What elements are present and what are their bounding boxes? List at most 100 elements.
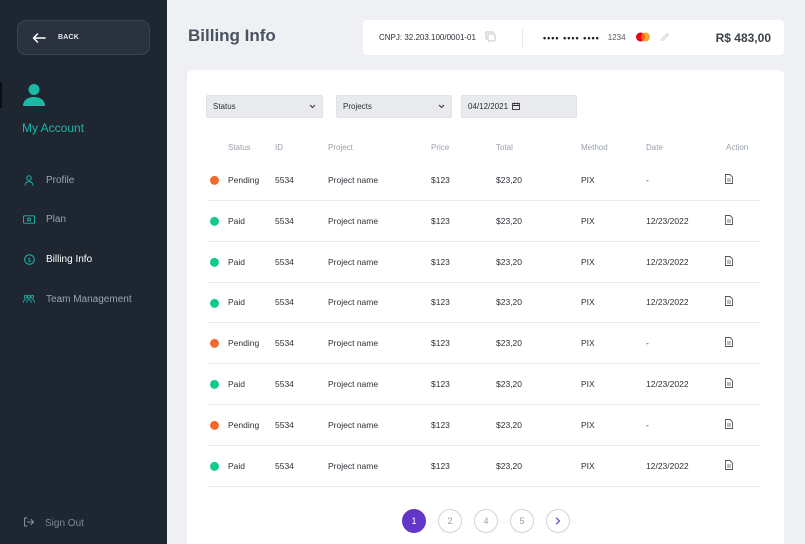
method-cell: PIX [581, 379, 595, 389]
status-dot-icon [210, 420, 219, 430]
status-label: Paid [228, 215, 246, 226]
price-cell: $123 [431, 460, 450, 471]
column-header: Date [646, 143, 663, 152]
total-cell: $23,20 [496, 256, 522, 267]
status-label: Pending [228, 338, 260, 349]
document-icon[interactable] [725, 174, 733, 186]
id-cell: 5534 [275, 419, 294, 430]
card-mask: •••• •••• •••• [542, 32, 600, 43]
document-icon[interactable] [725, 296, 733, 308]
price-cell: $123 [431, 175, 450, 185]
sidebar-nav: Profile Plan $ Billing Info Team Managem… [0, 170, 167, 329]
sidebar-item-label: Billing Info [46, 254, 93, 266]
status-cell: Paid [210, 297, 245, 308]
page-button[interactable]: 5 [510, 509, 534, 533]
document-icon[interactable] [725, 459, 733, 472]
projects-filter-select[interactable]: Projects [336, 95, 452, 118]
mastercard-icon [635, 29, 651, 47]
divider [521, 28, 523, 47]
id-cell: 5534 [275, 175, 294, 185]
status-dot-icon [210, 380, 219, 390]
document-icon[interactable] [725, 418, 733, 431]
sidebar-item-profile[interactable]: Profile [0, 170, 167, 190]
document-icon[interactable] [725, 378, 733, 390]
status-cell: Paid [210, 216, 245, 226]
method-cell: PIX [581, 256, 595, 267]
next-page-button[interactable] [546, 509, 570, 533]
date-filter-input[interactable]: 04/12/2021 [461, 95, 577, 118]
method-cell: PIX [581, 460, 595, 471]
total-cell: $23,20 [496, 297, 522, 308]
cnpj-text: CNPJ: 32.203.100/0001-01 [379, 33, 476, 42]
total-cell: $23,20 [496, 379, 522, 389]
status-label: Paid [228, 256, 246, 267]
project-cell: Project name [328, 379, 379, 389]
total-cell: $23,20 [496, 338, 522, 349]
status-dot-icon [210, 339, 219, 349]
method-cell: PIX [581, 297, 595, 308]
chevron-down-icon [438, 102, 445, 111]
table-header: Status ID Project Price Total Method Dat… [187, 143, 784, 155]
sign-out-label: Sign Out [45, 517, 84, 529]
date-cell: - [646, 175, 649, 185]
sidebar-item-plan[interactable]: Plan [0, 210, 167, 230]
status-filter-select[interactable]: Status [206, 95, 323, 118]
project-cell: Project name [328, 297, 379, 308]
column-header: Status [228, 143, 251, 152]
card-last4: 1234 [607, 33, 626, 42]
page-title: Billing Info [188, 26, 276, 45]
page-button[interactable]: 2 [438, 509, 462, 533]
back-button[interactable]: BACK [17, 20, 150, 55]
column-header: ID [275, 143, 283, 152]
billing-table-card: Status Projects 04/12/2021 Status ID Pro… [187, 70, 784, 544]
status-label: Pending [228, 419, 260, 430]
date-cell: 12/23/2022 [646, 460, 689, 471]
billing-summary-bar: CNPJ: 32.203.100/0001-01 •••• •••• •••• … [363, 20, 784, 55]
id-cell: 5534 [275, 215, 294, 226]
document-icon[interactable] [725, 337, 733, 349]
balance-amount: R$ 483,00 [715, 30, 771, 45]
chevron-down-icon [309, 102, 316, 111]
id-cell: 5534 [275, 460, 294, 471]
svg-text:$: $ [27, 256, 31, 264]
sidebar-item-team-management[interactable]: Team Management [0, 289, 167, 309]
status-cell: Pending [210, 338, 260, 349]
status-dot-icon [210, 257, 219, 267]
project-cell: Project name [328, 338, 379, 349]
table-row: Pending 5534 Project name $123 $23,20 PIX - [208, 405, 761, 446]
table-row: Paid 5534 Project name $123 $23,20 PIX 12/23/2… [208, 201, 761, 242]
back-label: BACK [58, 34, 80, 41]
edit-pencil-icon[interactable] [660, 29, 670, 47]
table-row: Paid 5534 Project name $123 $23,20 PIX 12/23/2… [208, 364, 761, 405]
id-cell: 5534 [275, 379, 294, 389]
price-cell: $123 [431, 419, 450, 430]
copy-icon[interactable] [485, 29, 496, 47]
sidebar-item-label: Team Management [46, 293, 132, 305]
id-cell: 5534 [275, 256, 294, 267]
sign-out-button[interactable]: Sign Out [23, 514, 84, 532]
arrow-left-icon [32, 32, 46, 43]
method-cell: PIX [581, 175, 595, 185]
price-cell: $123 [431, 379, 450, 389]
sidebar-item-billing-info[interactable]: $ Billing Info [0, 250, 167, 270]
table-row: Pending 5534 Project name $123 $23,20 PIX - [208, 323, 761, 365]
date-cell: 12/23/2022 [646, 297, 689, 308]
sidebar: BACK My Account Profile Plan $ Billing I… [0, 0, 167, 544]
method-cell: PIX [581, 338, 595, 349]
page-button[interactable]: 4 [474, 509, 498, 533]
document-icon[interactable] [725, 255, 733, 268]
active-marker [0, 82, 2, 108]
date-cell: - [646, 419, 649, 430]
account-avatar-icon [22, 83, 46, 112]
method-cell: PIX [581, 419, 595, 430]
status-dot-icon [210, 216, 219, 226]
price-cell: $123 [431, 256, 450, 267]
pagination: 1 2 4 5 [402, 509, 582, 533]
status-dot-icon [210, 298, 219, 308]
document-icon[interactable] [725, 214, 733, 227]
page-button[interactable]: 1 [402, 509, 426, 533]
sidebar-item-label: Profile [46, 174, 75, 186]
calendar-icon [512, 102, 520, 112]
total-cell: $23,20 [496, 419, 522, 430]
total-cell: $23,20 [496, 215, 522, 226]
